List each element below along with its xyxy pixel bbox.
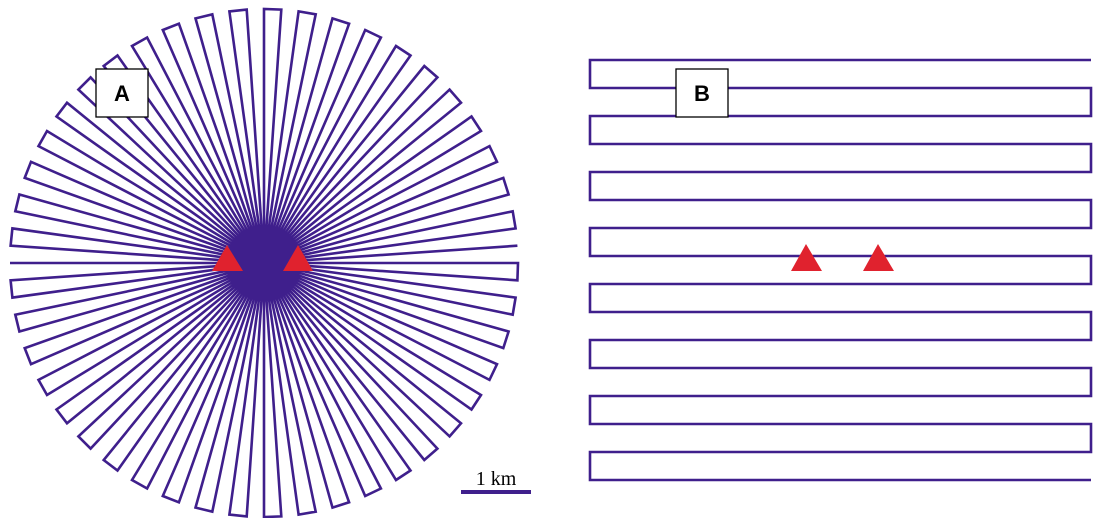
red-triangle-icon [283, 245, 313, 271]
panel-a-label: A [114, 81, 130, 106]
panel-a-radial-pattern: A [9, 7, 520, 518]
panel-a-label-box [95, 68, 149, 118]
red-triangle-icon [212, 245, 243, 271]
parallel-track [588, 58, 1093, 482]
panel-b-label-box [675, 68, 729, 118]
scale-bar: 1 km [461, 468, 531, 494]
red-triangle-icon [791, 244, 822, 271]
panel-b-parallel-pattern: B [588, 58, 1093, 482]
panel-b-label: B [694, 81, 710, 106]
scale-bar-label: 1 km [476, 468, 517, 490]
radial-track [9, 7, 520, 518]
red-triangle-icon [863, 244, 894, 271]
